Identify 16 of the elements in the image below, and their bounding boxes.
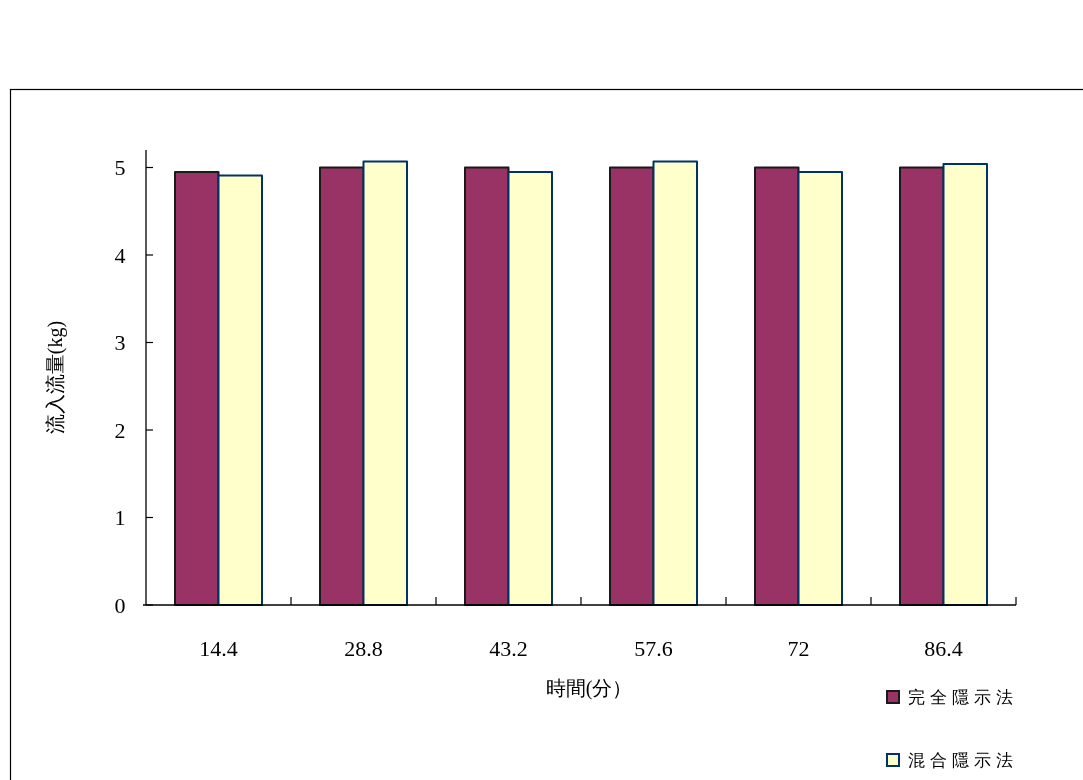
y-tick-label: 5 [114, 155, 126, 180]
y-tick-label: 4 [114, 242, 126, 268]
y-tick-label: 1 [114, 505, 126, 530]
x-tick-label: 72 [787, 635, 810, 661]
legend-label: 完全隱示法 [908, 687, 1018, 707]
y-tick-label: 2 [114, 417, 126, 443]
legend-label: 混合隱示法 [908, 750, 1018, 770]
x-tick-label: 86.4 [924, 635, 963, 661]
y-tick-label: 0 [114, 592, 126, 618]
y-axis-title: 流入流量(kg) [44, 320, 67, 435]
y-tick-label: 3 [114, 330, 126, 355]
x-axis-title: 時間(分） [545, 677, 633, 700]
x-tick-label: 14.4 [199, 635, 238, 661]
x-tick-label: 28.8 [344, 635, 383, 661]
x-tick-label: 57.6 [634, 635, 673, 661]
x-tick-label: 43.2 [489, 635, 528, 661]
